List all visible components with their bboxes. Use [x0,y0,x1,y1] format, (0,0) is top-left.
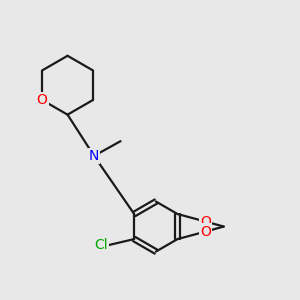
Text: Cl: Cl [94,238,108,252]
Text: O: O [37,93,47,107]
Text: O: O [200,214,211,229]
Text: O: O [200,225,211,238]
Text: N: N [89,149,99,163]
